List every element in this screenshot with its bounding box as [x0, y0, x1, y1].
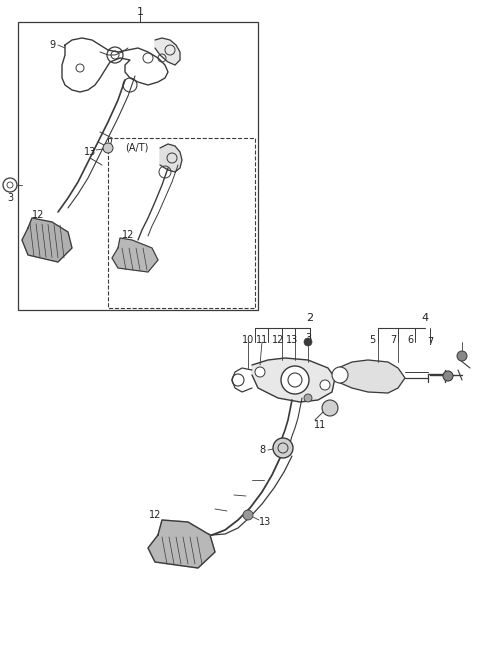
Text: 3: 3 — [7, 193, 13, 203]
Text: 5: 5 — [369, 335, 375, 345]
Circle shape — [304, 338, 312, 346]
Polygon shape — [112, 238, 158, 272]
Text: 11: 11 — [256, 335, 268, 345]
Polygon shape — [148, 520, 215, 568]
Circle shape — [332, 367, 348, 383]
Text: 10: 10 — [242, 335, 254, 345]
Text: 7: 7 — [390, 335, 396, 345]
Polygon shape — [155, 38, 180, 65]
Polygon shape — [160, 144, 182, 172]
Text: 12: 12 — [122, 230, 134, 240]
Circle shape — [443, 371, 453, 381]
Text: 4: 4 — [421, 313, 429, 323]
Circle shape — [243, 510, 253, 520]
Text: 13: 13 — [286, 335, 298, 345]
Text: 8: 8 — [259, 445, 265, 455]
Bar — [108, 138, 255, 308]
Text: 13: 13 — [259, 517, 271, 527]
Circle shape — [322, 400, 338, 416]
Text: 11: 11 — [314, 420, 326, 430]
Polygon shape — [338, 360, 405, 393]
Circle shape — [273, 438, 293, 458]
Text: 9: 9 — [49, 40, 55, 50]
Circle shape — [320, 380, 330, 390]
Circle shape — [3, 178, 17, 192]
Circle shape — [103, 143, 113, 153]
Text: 12: 12 — [149, 510, 161, 520]
Bar — [18, 22, 258, 310]
Polygon shape — [252, 358, 335, 402]
Text: 12: 12 — [272, 335, 284, 345]
Circle shape — [255, 367, 265, 377]
Polygon shape — [22, 218, 72, 262]
Text: 1: 1 — [136, 7, 144, 17]
Text: 2: 2 — [306, 313, 313, 323]
Text: 12: 12 — [32, 210, 44, 220]
Circle shape — [304, 394, 312, 402]
Text: (A/T): (A/T) — [125, 143, 148, 153]
Text: 7: 7 — [427, 337, 433, 347]
Circle shape — [457, 351, 467, 361]
Text: 6: 6 — [407, 335, 413, 345]
Text: 3: 3 — [305, 333, 311, 343]
Circle shape — [281, 366, 309, 394]
Text: 13: 13 — [84, 147, 96, 157]
